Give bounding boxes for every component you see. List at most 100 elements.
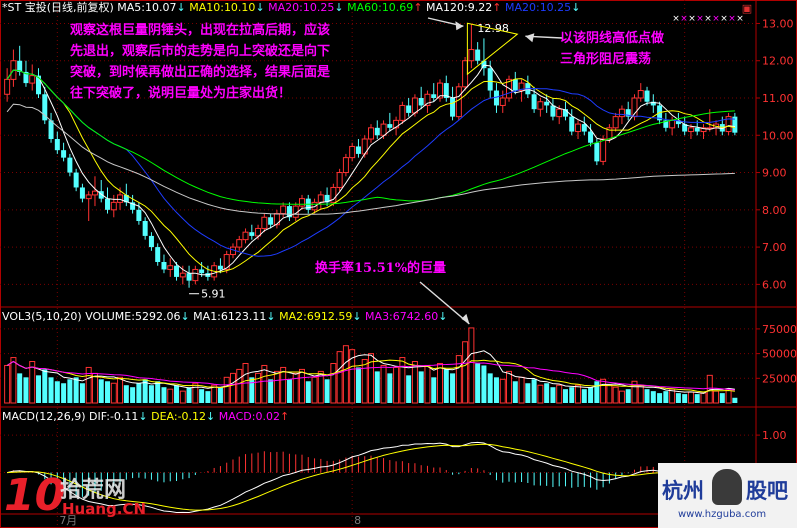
volume-bar (719, 393, 725, 403)
candle (575, 120, 582, 139)
candle (625, 101, 631, 121)
volume-legend: VOL3(5,10,20) VOLUME:5292.06↓ MA1:6123.1… (2, 310, 448, 323)
volume-bar (606, 384, 613, 404)
dif-readout: DIF:-0.11 (89, 410, 139, 423)
volume-bar (105, 381, 111, 403)
candle (324, 187, 330, 207)
candle-body (67, 157, 73, 173)
price-tick-label: 13.00 (762, 17, 794, 30)
volume-bar (199, 389, 205, 403)
volume-bar (42, 369, 48, 403)
volume-bar (424, 364, 431, 404)
marker-glyph: × (672, 14, 680, 24)
volume-bar (525, 383, 531, 403)
volume-tick-label: 25000 (762, 372, 797, 385)
candle (368, 124, 374, 143)
arrow-to-volume (419, 281, 470, 325)
volume-bar (10, 357, 17, 404)
volume-bar (67, 379, 73, 403)
volume-ma3-line (6, 360, 735, 391)
volume-bar (280, 366, 287, 404)
candle (562, 101, 568, 121)
candle-body (644, 90, 650, 102)
candle (73, 168, 79, 192)
candle-body (531, 94, 537, 110)
candle-body (637, 90, 644, 99)
volume-readout: VOLUME:5292.06 (85, 310, 181, 323)
volume-bar (330, 362, 337, 404)
candle (455, 83, 462, 121)
candle-body (161, 262, 167, 270)
volume-bar (499, 378, 506, 404)
candle (91, 176, 98, 207)
volume-ma2-readout: MA2:6912.59 (279, 310, 353, 323)
candle-body (91, 190, 98, 196)
candle-body (437, 82, 444, 99)
volume-bar (349, 349, 356, 404)
volume-bar (537, 384, 544, 404)
volume-bar (79, 383, 85, 403)
candle (286, 202, 292, 221)
volume-bar (249, 377, 255, 403)
candle (475, 42, 481, 65)
candle (663, 112, 669, 132)
candle-body (223, 254, 230, 270)
candle-body (17, 60, 23, 72)
marker-glyph: × (736, 14, 744, 24)
dea-line (7, 443, 735, 511)
candle (167, 258, 174, 277)
annotation-hammer-note: 观察这根巨量阴锤头，出现在拉高后期，应该 先退出，观察后市的走势是向上突破还是向… (70, 23, 331, 101)
candle-body (650, 101, 656, 106)
candle-body (675, 120, 681, 125)
candle-body (556, 108, 563, 118)
volume-bar (305, 381, 311, 403)
volume-ma3-readout: MA3:6742.60 (365, 310, 439, 323)
candle (186, 265, 192, 288)
volume-bar (374, 371, 380, 403)
volume-bar (236, 368, 243, 404)
candle (349, 142, 356, 162)
candle-body (544, 101, 550, 106)
candle-body (179, 272, 186, 278)
candle-body (694, 127, 700, 132)
volume-bar (399, 357, 406, 404)
volume-bar (562, 389, 568, 403)
volume-bar (687, 391, 694, 404)
candle (537, 98, 544, 117)
candle-body (330, 186, 337, 203)
candle-body (455, 86, 462, 118)
volume-bar (644, 389, 650, 403)
candle-body (324, 194, 330, 203)
candle (155, 243, 161, 266)
candle-body (725, 116, 732, 133)
volume-bar (174, 385, 180, 403)
candle-body (192, 268, 199, 282)
candle (280, 202, 287, 218)
candle (273, 209, 280, 229)
candle-body (669, 119, 676, 129)
volume-bar (261, 364, 268, 404)
volume-bar (443, 369, 449, 403)
volume-bar (205, 391, 211, 403)
candle-body (79, 187, 85, 199)
volume-bar (437, 362, 444, 404)
dif-line (6, 441, 735, 514)
candle (493, 83, 499, 113)
candle (588, 124, 594, 147)
candle (393, 116, 400, 136)
candle (700, 124, 707, 139)
volume-bar (123, 385, 129, 403)
volume-bar (411, 361, 418, 404)
volume-bar (130, 387, 136, 403)
marker-glyph: × (704, 14, 712, 24)
window-restore-icon: ▣ (742, 2, 752, 15)
candle (418, 86, 424, 110)
candle-body (380, 123, 387, 136)
price-tick-label: 12.00 (762, 55, 794, 68)
candle-body (142, 221, 148, 236)
volume-bar (518, 376, 525, 404)
volume-bar (223, 376, 230, 404)
candle (236, 235, 243, 251)
volume-bar (167, 388, 174, 404)
